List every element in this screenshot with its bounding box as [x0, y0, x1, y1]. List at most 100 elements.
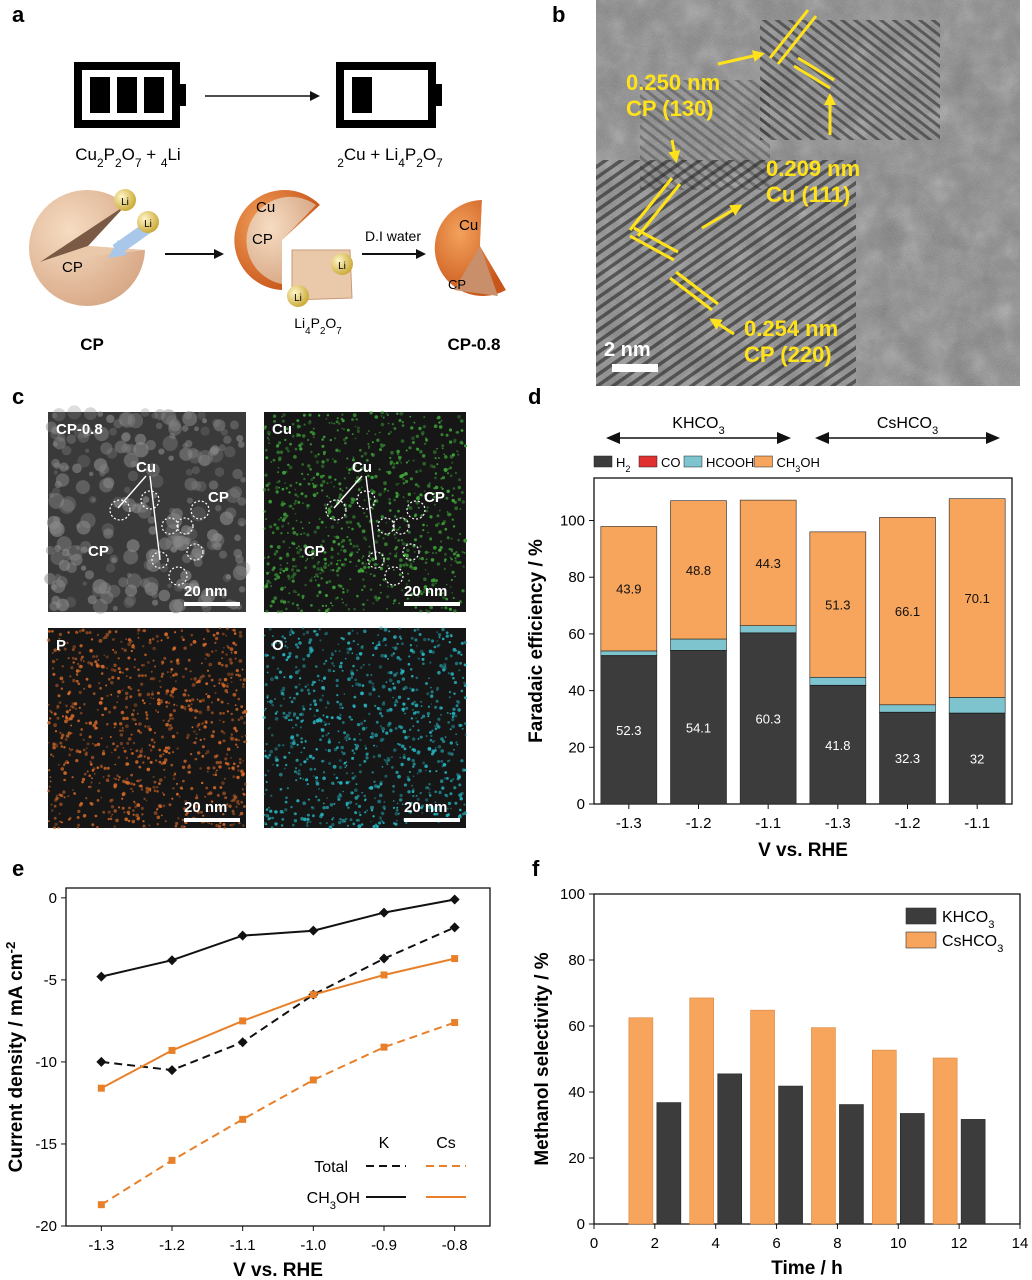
chart-d-bar-hcooh	[948, 697, 1006, 714]
chart-e-ytick: -20	[35, 1218, 57, 1235]
tem-annot-2-value: 0.209 nm	[766, 156, 860, 181]
eds-map-scale-label: 20 nm	[184, 799, 227, 816]
chart-d-xtick: -1.2	[686, 815, 712, 832]
chart-e-point	[237, 930, 248, 941]
chart-d-data-label: 32	[970, 752, 984, 767]
chart-d-bar-h2	[670, 650, 727, 805]
eds-map-scale-bar	[404, 602, 460, 606]
chart-f-bar-khco3	[656, 1102, 682, 1225]
chart-e-ytick: -5	[44, 972, 57, 989]
eds-map-title: Cu	[272, 421, 292, 438]
chart-e-series-line	[101, 898, 455, 978]
svg-text:CP: CP	[448, 277, 466, 292]
chart-d-data-label: 41.8	[825, 738, 850, 753]
chart-d-data-label: 51.3	[825, 598, 850, 613]
eds-map-p: P 20 nm	[46, 627, 248, 830]
chart-e-point	[167, 955, 177, 966]
chart-f-legend-swatch	[905, 907, 937, 925]
svg-text:Cu: Cu	[256, 199, 275, 216]
chart-e-ytick: 0	[49, 890, 57, 907]
panel-b-label: b	[552, 2, 565, 27]
chart-e-point	[308, 925, 319, 936]
chart-e-series-line	[100, 957, 455, 1090]
svg-text:Li: Li	[144, 219, 152, 230]
reaction-left: Cu2P2O7 + 4Li	[75, 145, 180, 170]
chart-f-ytick: 60	[568, 1018, 585, 1035]
chart-e-point	[379, 907, 389, 918]
battery-full-icon	[74, 62, 186, 128]
chart-f-ytick: 20	[568, 1150, 585, 1167]
panel-d-label: d	[528, 384, 541, 409]
chart-d-legend-swatch	[638, 455, 658, 468]
chart-e-legend-col: Cs	[436, 1135, 456, 1152]
cp-name: CP	[80, 335, 104, 354]
eds-map-scale-label: 20 nm	[184, 583, 227, 600]
panel-e-label: e	[12, 856, 24, 881]
chart-f-bar-cshco3	[628, 1017, 654, 1225]
chart-f-xtick: 2	[651, 1235, 659, 1252]
chart-d-legend-label: HCOOH	[706, 455, 754, 470]
chart-f-ytick: 40	[568, 1084, 585, 1101]
wash-label: D.I water	[365, 228, 421, 244]
chart-e-legend-col: K	[379, 1135, 390, 1152]
chart-e-frame	[65, 887, 491, 1227]
chart-d-legend-swatch	[683, 455, 703, 468]
chart-d-bar-ch3oh	[670, 500, 727, 640]
eds-cp-label: CP	[304, 543, 325, 560]
chart-f-ytick: 80	[568, 952, 585, 969]
chart-f-bar-khco3	[839, 1104, 864, 1225]
chart-f-xtick: 12	[951, 1235, 968, 1252]
chart-f-xtick: 14	[1012, 1235, 1029, 1252]
panel-e: e -1.3 -1.2 -1.1 -1.0 -0.9 -0.8 0 -5 -10 -15 -20 K C…	[3, 856, 491, 1280]
chart-f-legend-label: CsHCO3	[942, 933, 1003, 955]
panel-b: b 0.250 nm CP (130) 0.209 nm Cu (111) 0.…	[552, 0, 1020, 386]
chart-d-group-label: CsHCO3	[877, 415, 938, 437]
li4p2o7-wedge: Li Li Li4P2O7	[287, 249, 353, 337]
panel-a: a Cu2P2O7 + 4Li 2Cu + Li4P2O7 CP	[12, 2, 512, 354]
lattice-markers	[628, 9, 835, 312]
eds-map-scale-label: 20 nm	[404, 583, 447, 600]
svg-text:CP: CP	[252, 231, 273, 248]
chart-d-ytick: 20	[568, 739, 585, 756]
panel-c: c CP-0.8 20 nm Cu CP CP Cu 20 nm Cu CP CP P 20 nm O 2…	[12, 384, 468, 830]
chart-d-bar-h2	[600, 655, 658, 805]
chart-e-xtick: -1.2	[159, 1237, 185, 1254]
byproduct-label: Li4P2O7	[294, 315, 342, 337]
svg-text:Li: Li	[121, 197, 129, 208]
eds-map-title: O	[272, 637, 284, 654]
chart-e-point	[168, 1046, 176, 1054]
chart-d-ytick: 100	[560, 513, 585, 530]
chart-d-legend-label: CH3OH	[777, 455, 820, 474]
chart-d-data-label: 54.1	[686, 720, 711, 735]
chart-e-xtick: -1.0	[300, 1237, 326, 1254]
chart-e-point	[237, 1037, 248, 1048]
eds-map-scale-bar	[184, 818, 240, 822]
chart-f-bar-cshco3	[871, 1049, 897, 1225]
panel-c-label: c	[12, 384, 24, 409]
chart-d-bar-ch3oh	[809, 531, 867, 678]
tem-scale-bar	[612, 364, 658, 372]
eds-map-cp-0-8: CP-0.8 20 nm Cu CP CP	[44, 405, 251, 614]
chart-f-bar-khco3	[960, 1119, 986, 1225]
chart-d-xtick: -1.3	[616, 815, 642, 832]
chart-f-ylabel: Methanol selectivity / %	[532, 952, 553, 1165]
cp08-sphere: Cu CP	[434, 200, 512, 296]
chart-d-ytick: 40	[568, 683, 585, 700]
chart-e-xtick: -0.8	[442, 1237, 468, 1254]
chart-e-legend-row: Total	[314, 1159, 348, 1176]
chart-f-xlabel: Time / h	[771, 1258, 842, 1279]
chart-f-bar-khco3	[899, 1113, 925, 1225]
chart-e-point	[96, 971, 107, 982]
chart-e-xtick: -1.1	[230, 1237, 256, 1254]
eds-cu-label: Cu	[136, 459, 156, 476]
chart-d-legend-swatch	[754, 455, 773, 468]
chart-e-point	[380, 1043, 388, 1051]
chart-f-bar-cshco3	[689, 997, 715, 1225]
chart-f-xtick: 8	[833, 1235, 841, 1252]
chart-f-bar-khco3	[717, 1073, 743, 1225]
chart-e-legend-row: CH3OH	[307, 1190, 360, 1212]
chart-e-point	[97, 1201, 105, 1209]
chart-d-xtick: -1.2	[895, 815, 921, 832]
eds-map-scale-label: 20 nm	[404, 799, 447, 816]
panel-f-label: f	[532, 856, 540, 881]
